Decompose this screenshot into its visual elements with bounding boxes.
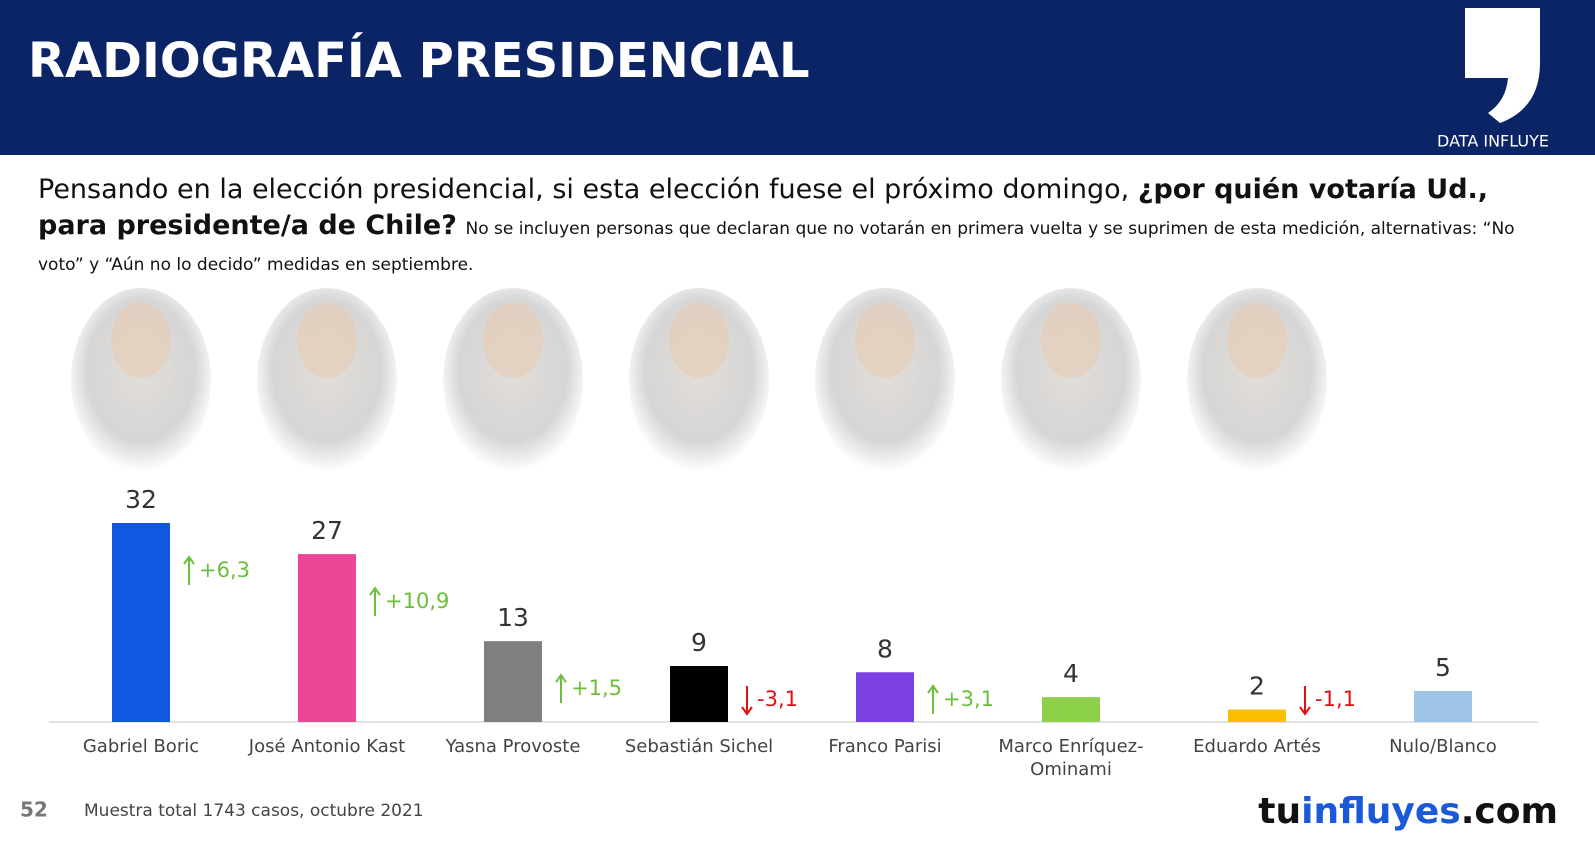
bar: [484, 641, 542, 722]
change-arrow: [183, 555, 195, 585]
change-arrow: [555, 673, 567, 704]
category-label: José Antonio Kast: [248, 736, 406, 757]
change-label: -3,1: [757, 687, 798, 711]
category-label: Yasna Provoste: [445, 736, 581, 757]
candidate-photo: [815, 288, 955, 472]
value-label: 9: [691, 628, 707, 657]
value-label: 4: [1063, 659, 1079, 688]
candidate-photo: [1187, 288, 1327, 472]
photo-head: [297, 302, 357, 378]
bar: [1228, 709, 1286, 722]
change-label: +3,1: [943, 687, 994, 711]
bar: [670, 666, 728, 722]
footer-logo: tuinfluyes.com: [1258, 791, 1558, 832]
change-arrow: [369, 586, 381, 617]
candidate-photo: [257, 288, 397, 472]
bar: [856, 672, 914, 722]
photo-head: [1041, 302, 1101, 378]
category-label: Marco Enríquez-Ominami: [998, 736, 1144, 780]
bar: [298, 554, 356, 722]
logo-part: tu: [1258, 791, 1301, 832]
value-label: 2: [1249, 672, 1265, 701]
brand-mark: [1465, 8, 1540, 123]
change-arrow: [741, 686, 753, 716]
category-label: Franco Parisi: [828, 736, 942, 757]
value-label: 32: [125, 485, 157, 514]
brand-name: DATA INFLUYE: [1437, 132, 1549, 151]
photos: [71, 288, 1327, 472]
logo-part: influyes: [1301, 791, 1461, 832]
logo-part: .com: [1461, 791, 1558, 832]
change-label: +10,9: [385, 589, 449, 613]
candidate-photo: [71, 288, 211, 472]
candidate-photo: [443, 288, 583, 472]
candidate-photo: [629, 288, 769, 472]
bar: [1414, 690, 1472, 722]
change-label: -1,1: [1315, 687, 1356, 711]
value-label: 13: [497, 603, 529, 632]
change-label: +6,3: [199, 558, 250, 582]
value-label: 5: [1435, 653, 1451, 682]
category-label: Gabriel Boric: [82, 736, 200, 757]
page-title: RADIOGRAFÍA PRESIDENCIAL: [28, 32, 810, 89]
photo-head: [1227, 302, 1287, 378]
header-band: [0, 0, 1595, 155]
question-note: No se incluyen personas que declaran que…: [38, 219, 1515, 275]
value-label: 27: [311, 516, 343, 545]
photo-head: [483, 302, 543, 378]
change-arrow: [927, 684, 939, 714]
category-label: Nulo/Blanco: [1389, 736, 1497, 757]
category-label: Sebastián Sichel: [624, 736, 774, 757]
page-number: 52: [20, 798, 48, 822]
change-label: +1,5: [571, 676, 622, 700]
photo-head: [669, 302, 729, 378]
category-label: Eduardo Artés: [1193, 736, 1321, 757]
bar: [1042, 697, 1100, 722]
change-arrow: [1299, 686, 1311, 716]
question: Pensando en la elección presidencial, si…: [38, 172, 1558, 280]
photo-head: [855, 302, 915, 378]
bar: [112, 523, 170, 722]
photo-head: [111, 302, 171, 378]
candidate-photo: [1001, 288, 1141, 472]
question-text: Pensando en la elección presidencial, si…: [38, 174, 1130, 205]
value-label: 8: [877, 634, 893, 663]
question-bold: ¿por quién votaría Ud., para presidente/…: [38, 174, 1489, 241]
source-note: Muestra total 1743 casos, octubre 2021: [84, 801, 424, 821]
